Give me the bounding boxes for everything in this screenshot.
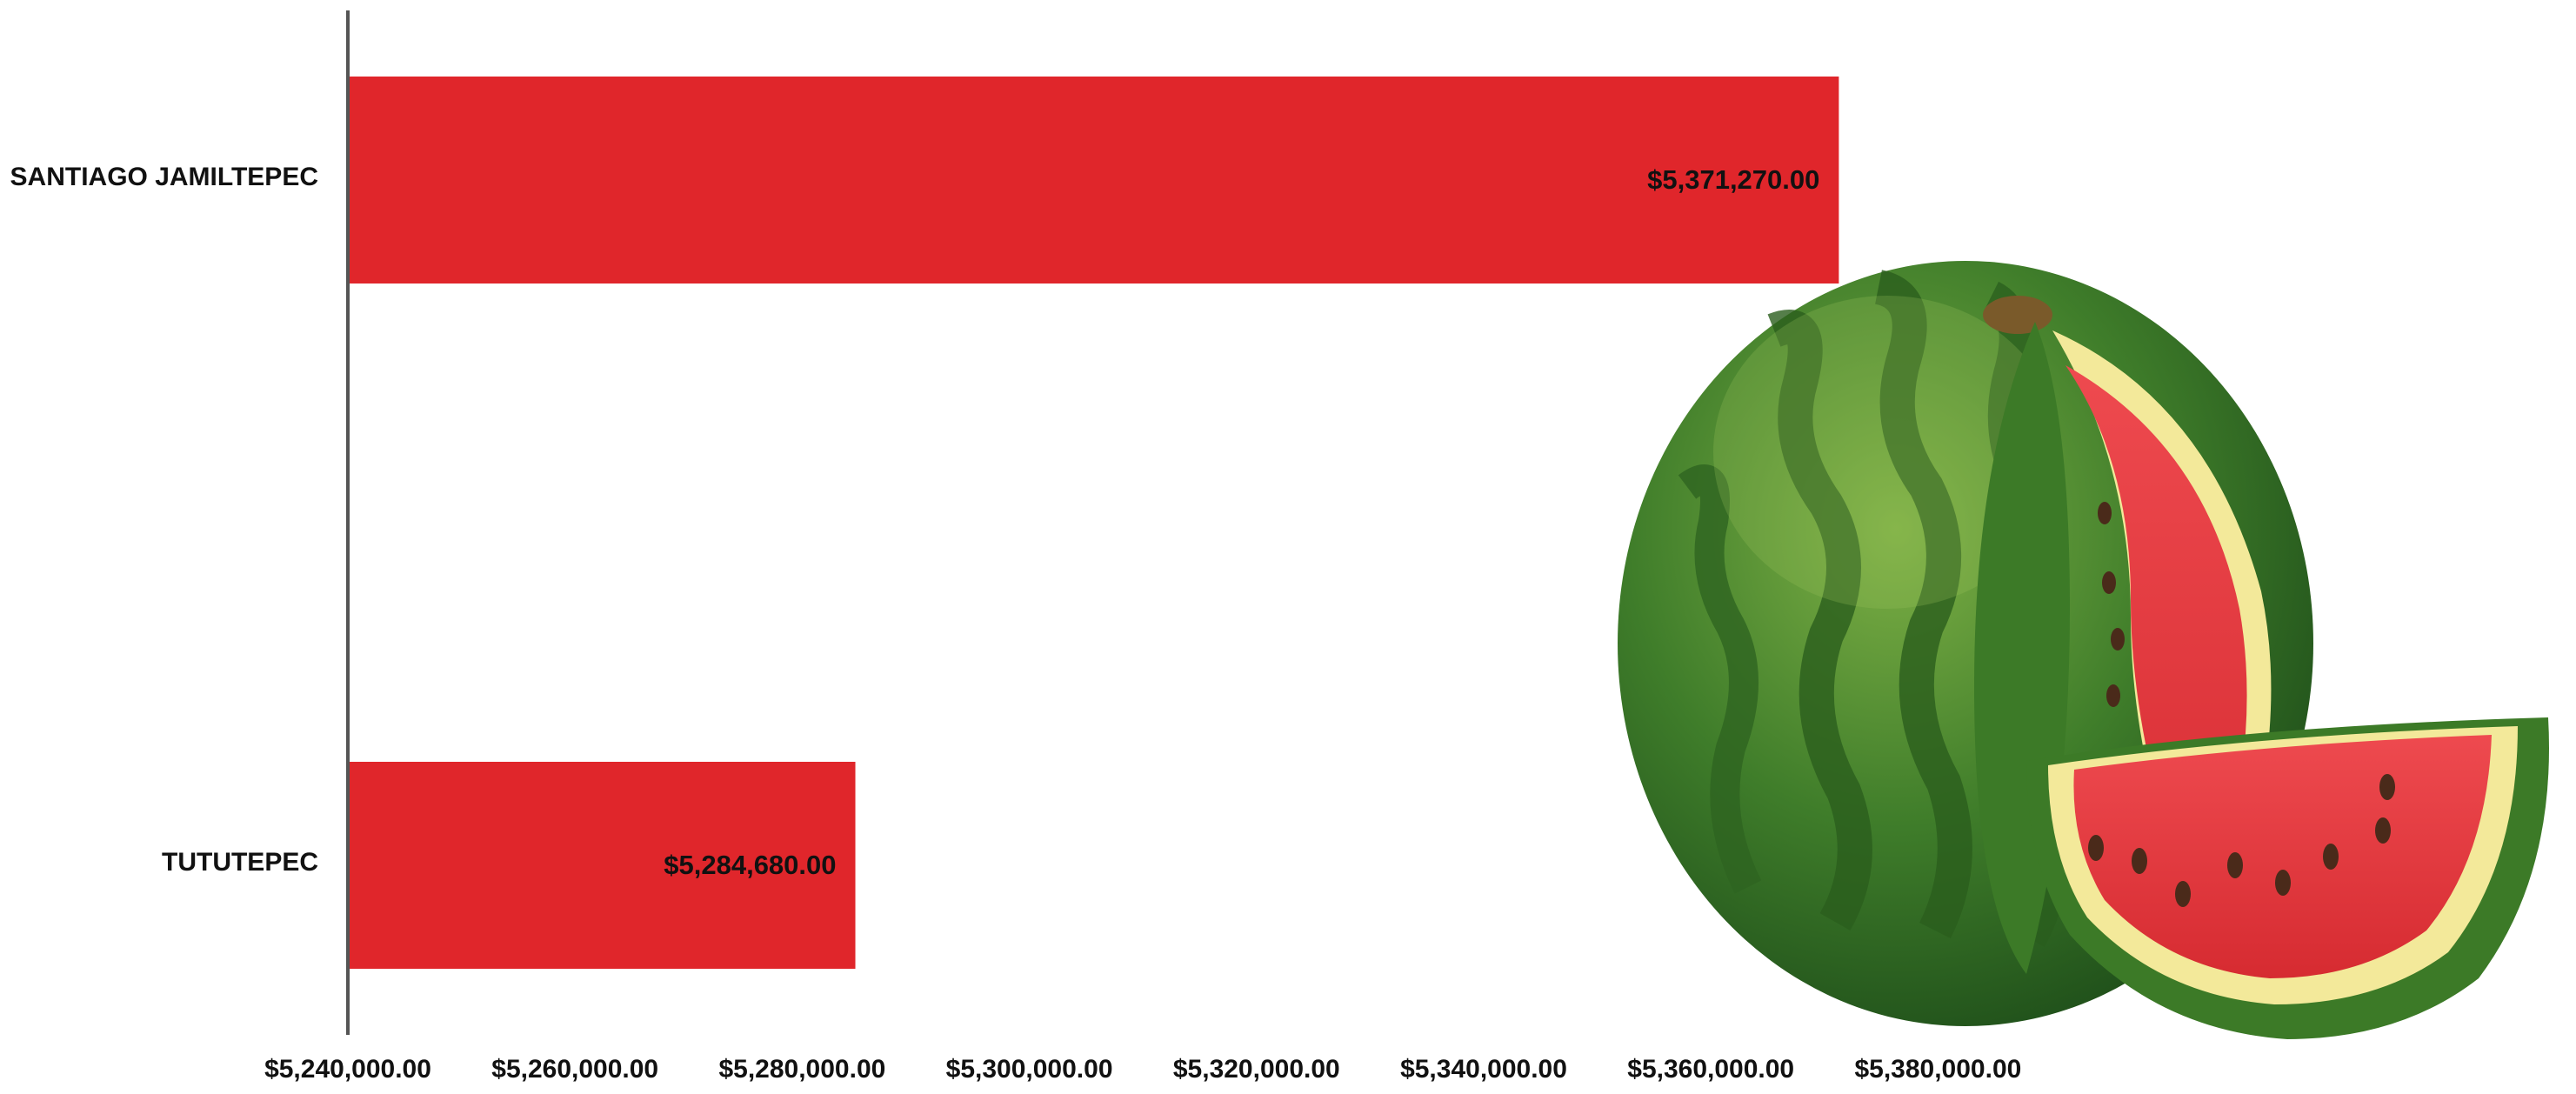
x-axis-ticks: $5,240,000.00 $5,260,000.00 $5,280,000.00 $… <box>264 1055 2021 1084</box>
labels-layer: SANTIAGO JAMILTEPEC $5,371,270.00 TUTUTEPE… <box>10 163 1820 880</box>
watermelon-icon <box>1618 261 2549 1039</box>
x-tick-label: $5,340,000.00 <box>1400 1055 1567 1084</box>
x-tick-label: $5,240,000.00 <box>264 1055 431 1084</box>
bar-1 <box>350 77 1839 284</box>
category-label-2: TUTUTEPEC <box>162 848 318 877</box>
watermelon-seeds <box>2088 502 2395 907</box>
bar-2 <box>350 762 856 969</box>
category-label-1: SANTIAGO JAMILTEPEC <box>10 163 318 191</box>
x-tick-label: $5,320,000.00 <box>1173 1055 1340 1084</box>
x-tick-label: $5,300,000.00 <box>946 1055 1113 1084</box>
x-tick-label: $5,360,000.00 <box>1627 1055 1794 1084</box>
bars-layer <box>350 77 1839 969</box>
data-label-2: $5,284,680.00 <box>664 850 836 880</box>
x-tick-label: $5,380,000.00 <box>1854 1055 2021 1084</box>
data-label-1: $5,371,270.00 <box>1647 164 1819 195</box>
x-tick-label: $5,280,000.00 <box>718 1055 885 1084</box>
x-tick-label: $5,260,000.00 <box>491 1055 658 1084</box>
